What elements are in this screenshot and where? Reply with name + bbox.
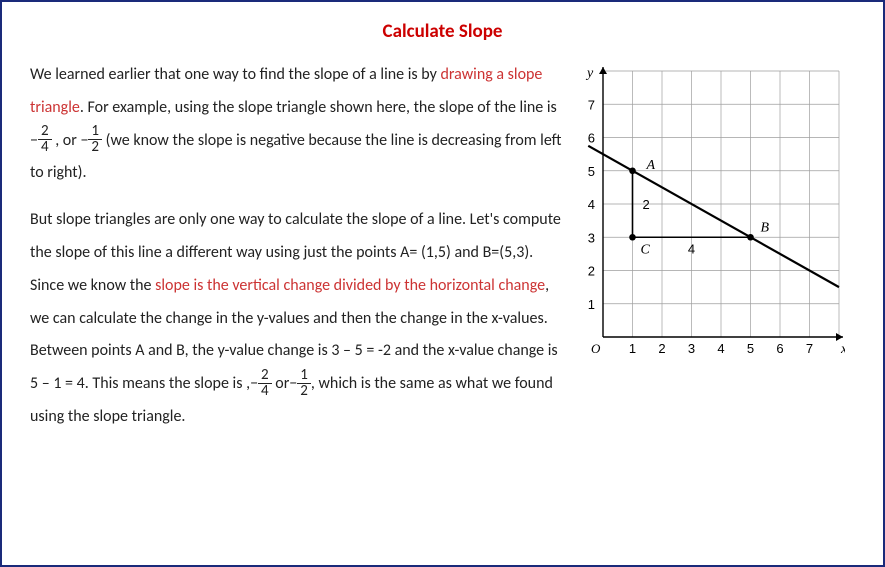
svg-text:5: 5 [588, 164, 595, 179]
svg-text:7: 7 [588, 97, 595, 112]
svg-text:C: C [641, 242, 651, 257]
p1-fraction-2: 12 [88, 124, 102, 155]
svg-text:4: 4 [588, 197, 595, 212]
svg-text:2: 2 [643, 197, 650, 212]
svg-text:2: 2 [588, 264, 595, 279]
p1-f2-den: 2 [88, 140, 102, 155]
paragraph-2: But slope triangles are only one way to … [30, 204, 563, 434]
svg-text:5: 5 [747, 341, 754, 356]
p2-or: or [272, 374, 290, 393]
p1-neg-1: − [30, 131, 38, 150]
svg-text:3: 3 [688, 341, 695, 356]
p2-neg-1: − [250, 374, 258, 393]
p1-or: , or [52, 131, 81, 150]
p1-text-3: (we know the slope is negative because t… [30, 131, 562, 183]
p1-neg-2: − [80, 131, 88, 150]
p2-f2-den: 2 [297, 384, 311, 399]
slope-graph: 1 2 3 4 5 6 7 1 2 3 4 5 6 7 x y O A B C 2 4 [575, 61, 845, 361]
svg-text:6: 6 [588, 131, 595, 146]
p2-highlight-1: slope is the vertical change divided by … [155, 276, 545, 295]
p1-fraction-1: 24 [38, 124, 52, 155]
p2-f1-den: 4 [258, 384, 272, 399]
svg-text:6: 6 [776, 341, 783, 356]
p2-neg-2: − [289, 374, 297, 393]
content-row: We learned earlier that one way to find … [30, 59, 855, 448]
p1-text-2: . For example, using the slope triangle … [80, 98, 557, 117]
svg-text:A: A [646, 158, 656, 173]
document-frame: Calculate Slope We learned earlier that … [0, 0, 885, 567]
svg-text:1: 1 [588, 297, 595, 312]
svg-text:3: 3 [588, 230, 595, 245]
graph-column: 1 2 3 4 5 6 7 1 2 3 4 5 6 7 x y O A B C 2 4 [575, 59, 855, 448]
svg-text:B: B [761, 220, 770, 235]
p1-text-1: We learned earlier that one way to find … [30, 65, 441, 84]
text-column: We learned earlier that one way to find … [30, 59, 563, 448]
svg-text:4: 4 [688, 241, 695, 256]
svg-text:1: 1 [629, 341, 636, 356]
svg-text:2: 2 [658, 341, 665, 356]
page-title: Calculate Slope [30, 20, 855, 43]
paragraph-1: We learned earlier that one way to find … [30, 59, 563, 190]
p2-fraction-2: 12 [297, 368, 311, 399]
svg-text:7: 7 [806, 341, 813, 356]
svg-text:y: y [585, 66, 594, 81]
svg-text:4: 4 [717, 341, 724, 356]
svg-text:O: O [591, 341, 601, 356]
p1-f1-den: 4 [38, 140, 52, 155]
p2-fraction-1: 24 [258, 368, 272, 399]
svg-text:x: x [840, 342, 845, 357]
